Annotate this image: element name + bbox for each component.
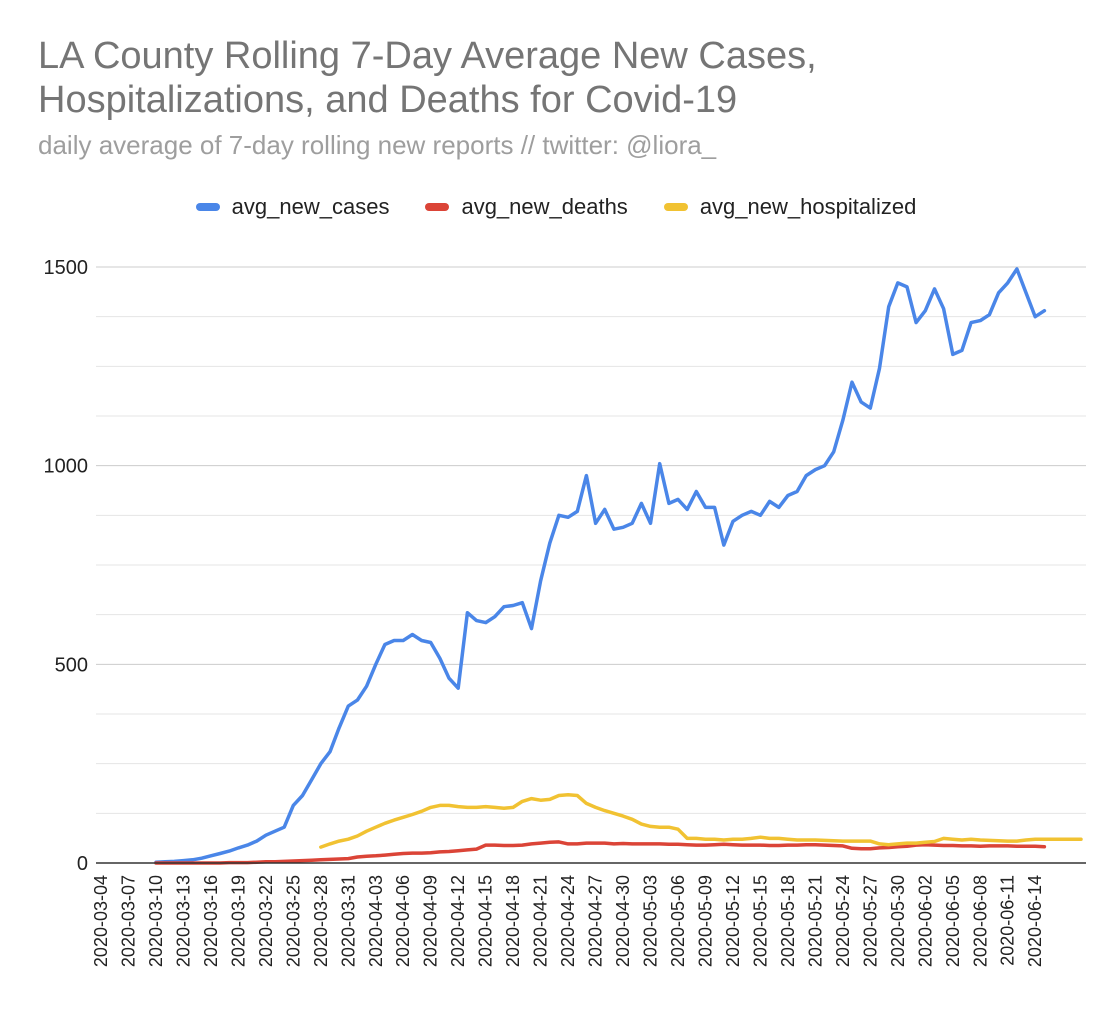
- legend-label-cases: avg_new_cases: [231, 194, 390, 219]
- x-tick-label: 2020-05-09: [695, 875, 715, 967]
- legend-item-deaths: avg_new_deaths: [425, 194, 628, 220]
- x-tick-label: 2020-06-08: [970, 875, 990, 967]
- x-tick-label: 2020-05-03: [641, 875, 661, 967]
- legend-label-deaths: avg_new_deaths: [461, 194, 628, 219]
- y-tick-label: 0: [77, 853, 88, 875]
- x-tick-label: 2020-05-12: [723, 875, 743, 967]
- x-tick-label: 2020-03-25: [283, 875, 303, 967]
- x-tick-label: 2020-06-14: [1025, 875, 1045, 967]
- x-tick-label: 2020-03-22: [256, 875, 276, 967]
- legend-label-hospitalized: avg_new_hospitalized: [699, 194, 917, 219]
- x-tick-label: 2020-04-18: [503, 875, 523, 967]
- y-axis-ticks: 0 500 1000 1500: [44, 257, 89, 875]
- x-tick-label: 2020-04-30: [613, 875, 633, 967]
- x-tick-label: 2020-04-06: [393, 875, 413, 967]
- x-tick-label: 2020-03-07: [118, 875, 138, 967]
- x-tick-label: 2020-05-15: [750, 875, 770, 967]
- x-tick-label: 2020-04-24: [558, 875, 578, 967]
- y-tick-label: 500: [55, 654, 88, 676]
- series-line-avg-new-deaths: [154, 840, 1047, 865]
- x-tick-label: 2020-05-18: [778, 875, 798, 967]
- x-axis-ticks: 2020-03-04 2020-03-07 2020-03-10 2020-03-13…: [91, 875, 1045, 967]
- x-tick-label: 2020-06-11: [998, 875, 1018, 966]
- x-tick-label: 2020-05-27: [860, 875, 880, 967]
- chart-subtitle: daily average of 7-day rolling new repor…: [38, 130, 717, 160]
- chart-title-line-1: LA County Rolling 7-Day Average New Case…: [38, 35, 817, 77]
- chart-title-line-2: Hospitalizations, and Deaths for Covid-1…: [38, 79, 738, 121]
- legend-swatch-cases: [195, 203, 220, 211]
- series-line-avg-new-hospitalized: [319, 792, 1083, 849]
- x-tick-label: 2020-04-03: [366, 875, 386, 967]
- x-tick-label: 2020-04-21: [531, 875, 551, 967]
- legend-swatch-hospitalized: [663, 203, 688, 211]
- x-tick-label: 2020-05-24: [833, 875, 853, 967]
- x-tick-label: 2020-03-13: [173, 875, 193, 967]
- x-tick-label: 2020-04-09: [421, 875, 441, 967]
- grid-lines: [96, 266, 1086, 814]
- x-tick-label: 2020-03-16: [201, 875, 221, 967]
- x-tick-label: 2020-05-21: [805, 875, 825, 967]
- legend-item-cases: avg_new_cases: [195, 194, 390, 220]
- x-tick-label: 2020-03-10: [146, 875, 166, 967]
- series-lines: [154, 267, 1083, 865]
- x-tick-label: 2020-03-28: [311, 875, 331, 967]
- x-tick-label: 2020-03-04: [91, 875, 111, 967]
- x-tick-label: 2020-03-19: [228, 875, 248, 967]
- x-tick-label: 2020-04-15: [476, 875, 496, 967]
- legend-swatch-deaths: [425, 203, 450, 211]
- x-tick-label: 2020-05-06: [668, 875, 688, 967]
- x-tick-label: 2020-03-31: [338, 875, 358, 967]
- x-tick-label: 2020-04-12: [448, 875, 468, 967]
- x-tick-label: 2020-06-02: [915, 875, 935, 967]
- chart-legend: avg_new_cases avg_new_deaths avg_new_hos…: [0, 194, 1112, 220]
- legend-item-hospitalized: avg_new_hospitalized: [663, 194, 917, 220]
- x-tick-label: 2020-06-05: [943, 875, 963, 967]
- x-tick-label: 2020-05-30: [888, 875, 908, 967]
- chart-title: LA County Rolling 7-Day Average New Case…: [38, 34, 1078, 122]
- x-tick-label: 2020-04-27: [586, 875, 606, 967]
- y-tick-label: 1500: [44, 257, 89, 279]
- y-tick-label: 1000: [44, 456, 89, 478]
- series-line-avg-new-cases: [154, 267, 1047, 864]
